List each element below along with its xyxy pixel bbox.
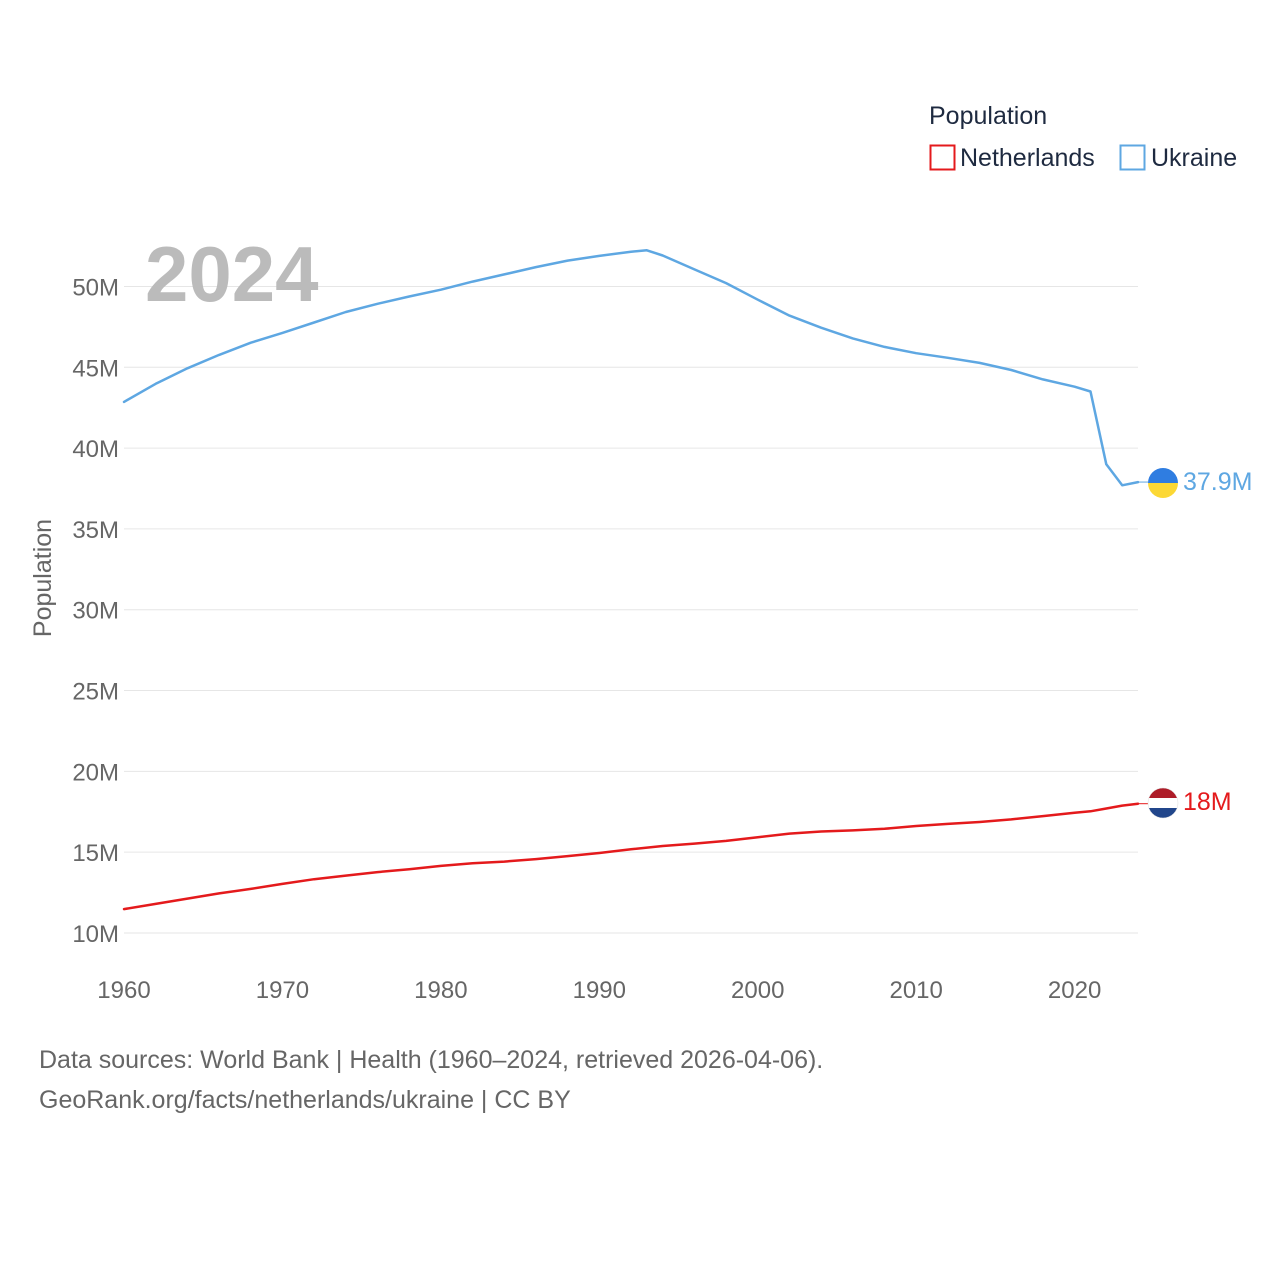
series-line-ukraine[interactable] bbox=[122, 249, 1140, 487]
gridlines bbox=[124, 285, 1138, 934]
x-axis-ticks: 1960 1970 1980 1990 2000 2010 2020 bbox=[97, 977, 1101, 1004]
y-tick-label: 20M bbox=[72, 759, 119, 786]
x-tick-label: 1960 bbox=[97, 977, 150, 1004]
legend-swatch-netherlands[interactable] bbox=[929, 144, 956, 171]
population-line-chart: 10M 15M 20M 25M 30M 35M 40M 45M 50M 1960 1970 1980… bbox=[29, 102, 1252, 1004]
current-year-label: 2024 bbox=[145, 230, 319, 318]
y-tick-label: 35M bbox=[72, 517, 119, 544]
series-line-netherlands[interactable] bbox=[122, 802, 1140, 911]
source-note: Data sources: World Bank | Health (1960–… bbox=[39, 1040, 823, 1120]
y-tick-label: 15M bbox=[72, 840, 119, 867]
x-tick-label: 2000 bbox=[731, 977, 784, 1004]
legend-label-ukraine[interactable]: Ukraine bbox=[1151, 144, 1237, 172]
source-line: Data sources: World Bank | Health (1960–… bbox=[39, 1046, 824, 1074]
y-tick-label: 10M bbox=[72, 921, 119, 948]
ukraine-end-label: 37.9M bbox=[1183, 468, 1252, 496]
y-tick-label: 45M bbox=[72, 355, 119, 382]
netherlands-end-label: 18M bbox=[1183, 788, 1232, 816]
legend-title: Population bbox=[929, 102, 1047, 130]
ukraine-flag-icon bbox=[1148, 468, 1178, 498]
attribution-line[interactable]: GeoRank.org/facts/netherlands/ukraine | … bbox=[39, 1086, 571, 1114]
x-tick-label: 1980 bbox=[414, 977, 467, 1004]
x-tick-label: 1990 bbox=[573, 977, 626, 1004]
legend[interactable]: Population Netherlands Ukraine bbox=[929, 102, 1237, 172]
x-tick-label: 2010 bbox=[889, 977, 942, 1004]
y-axis-ticks: 10M 15M 20M 25M 30M 35M 40M 45M 50M bbox=[72, 274, 119, 948]
y-tick-label: 40M bbox=[72, 436, 119, 463]
netherlands-flag-icon bbox=[1147, 787, 1179, 819]
y-tick-label: 50M bbox=[72, 274, 119, 301]
legend-label-netherlands[interactable]: Netherlands bbox=[960, 144, 1095, 172]
y-tick-label: 25M bbox=[72, 679, 119, 706]
series-lines bbox=[122, 249, 1148, 911]
legend-swatch-ukraine[interactable] bbox=[1119, 144, 1146, 171]
y-axis-label: Population bbox=[29, 519, 57, 637]
x-tick-label: 1970 bbox=[256, 977, 309, 1004]
y-tick-label: 30M bbox=[72, 598, 119, 625]
x-tick-label: 2020 bbox=[1048, 977, 1101, 1004]
